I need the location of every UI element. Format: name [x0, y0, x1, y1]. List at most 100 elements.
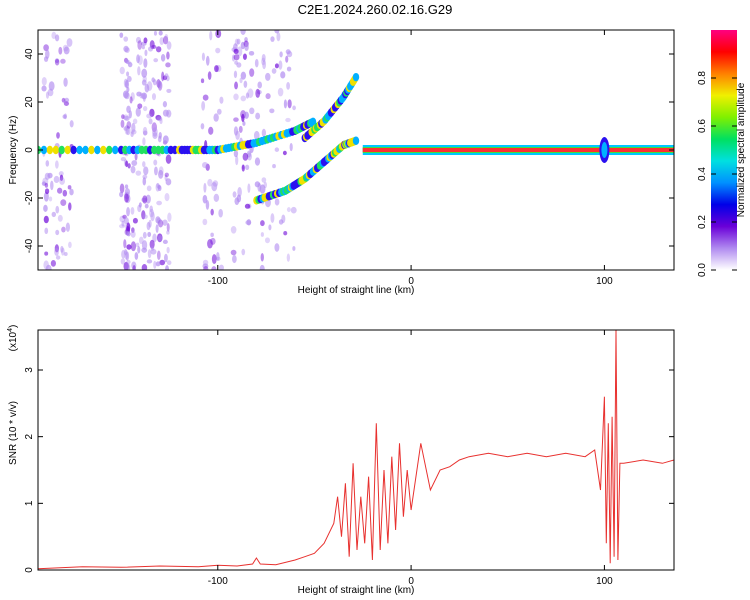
noise-blob [247, 88, 254, 99]
noise-blob [233, 48, 239, 54]
noise-blob [119, 66, 125, 75]
track-blob [52, 145, 60, 155]
noise-blob [165, 154, 172, 164]
noise-blob [164, 33, 169, 41]
noise-blob [162, 219, 168, 226]
noise-blob [214, 65, 219, 73]
noise-blob [54, 247, 59, 256]
noise-blob [132, 118, 138, 125]
colorbar-tick-label: 0.2 [697, 215, 708, 229]
noise-blob [127, 163, 131, 169]
noise-blob [124, 263, 130, 270]
noise-blob [283, 99, 288, 109]
noise-blob [248, 50, 255, 56]
track-blob [70, 145, 77, 155]
colorbar-ticks: 0.0 0.2 0.4 0.6 0.8 [697, 71, 737, 277]
noise-blob [147, 46, 154, 52]
noise-blob [130, 207, 135, 215]
noise-blob [146, 259, 153, 264]
noise-blob [142, 231, 147, 239]
noise-blob [152, 132, 158, 140]
noise-blob [66, 38, 73, 47]
noise-blob [155, 224, 159, 233]
track-blob [64, 145, 71, 155]
noise-blob [44, 172, 51, 180]
noise-blob [143, 166, 149, 176]
noise-blob [261, 57, 266, 66]
noise-blob [67, 185, 72, 190]
noise-blob [151, 77, 155, 83]
noise-blob [207, 178, 213, 187]
noise-blob [148, 118, 153, 125]
noise-blob [244, 203, 251, 209]
noise-blob [153, 260, 157, 269]
noise-blob [138, 202, 142, 208]
noise-blob [48, 81, 55, 91]
noise-blob [166, 88, 172, 93]
noise-blob [150, 211, 155, 222]
noise-blob [210, 208, 214, 216]
noise-blob [155, 46, 162, 53]
noise-blob [162, 109, 169, 117]
noise-blob [141, 240, 148, 250]
noise-blob [157, 184, 161, 190]
noise-blob [147, 231, 152, 237]
noise-blob [265, 93, 271, 100]
noise-blob [245, 92, 250, 99]
noise-blob [262, 60, 267, 70]
noise-blob [159, 37, 164, 45]
noise-blob [233, 150, 239, 158]
noise-blob [123, 239, 127, 249]
noise-blob [146, 113, 152, 119]
noise-blob [142, 93, 146, 102]
noise-blob [60, 58, 66, 64]
noise-blob [131, 160, 138, 166]
noise-blob [47, 88, 54, 97]
noise-blob [240, 95, 247, 102]
noise-blob [162, 101, 168, 108]
noise-blob [126, 259, 131, 264]
noise-blob [242, 53, 247, 60]
noise-blob [51, 211, 57, 218]
noise-blob [274, 198, 280, 206]
noise-blob [154, 166, 158, 176]
snr-series-line [38, 330, 674, 570]
noise-blob [59, 177, 66, 185]
noise-blob [146, 221, 151, 231]
noise-blob [205, 55, 210, 66]
noise-blob [234, 38, 239, 47]
track-blob [46, 145, 54, 155]
noise-blob [162, 135, 169, 144]
noise-blob [166, 230, 170, 235]
noise-blob [126, 75, 132, 83]
noise-blob [151, 93, 157, 101]
noise-blob [50, 180, 54, 191]
noise-blob [45, 91, 50, 99]
noise-blob [44, 227, 49, 235]
noise-blob [211, 254, 217, 265]
track-blob [94, 145, 101, 155]
noise-blob [261, 128, 267, 138]
track-blob [88, 145, 95, 155]
y-tick-label: 0 [24, 147, 35, 153]
spectrogram-tracks [38, 72, 674, 205]
noise-blob [119, 183, 125, 194]
noise-blob [156, 250, 161, 260]
noise-blob [255, 112, 261, 120]
chart-title: C2E1.2024.260.02.16.G29 [297, 2, 453, 17]
noise-blob [120, 157, 127, 162]
noise-blob [153, 58, 159, 63]
noise-blob [265, 72, 271, 81]
x-tick-label: -100 [208, 276, 228, 287]
noise-blob [135, 107, 141, 117]
noise-blob [142, 214, 148, 219]
noise-blob [54, 58, 60, 66]
noise-blob [129, 96, 133, 104]
noise-blob [120, 258, 126, 265]
noise-blob [56, 132, 60, 139]
noise-blob [137, 204, 142, 213]
noise-blob [131, 227, 135, 233]
noise-blob [125, 125, 131, 136]
snr-panel: -100 0 100 0 1 2 3 Height of straight line (k… [7, 325, 675, 596]
noise-blob [127, 62, 133, 68]
